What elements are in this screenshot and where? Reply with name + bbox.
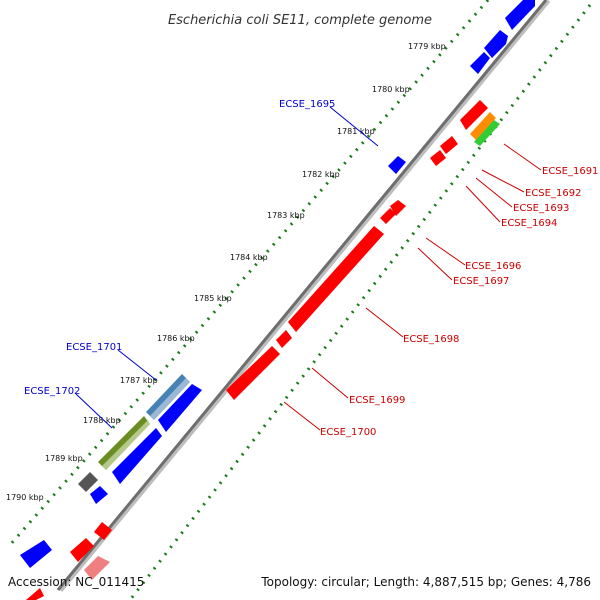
leader-line [465, 185, 501, 223]
tick-labels: 1779 kbp 1780 kbp 1781 kbp 1782 kbp 1783… [6, 42, 446, 502]
gene-arrow-reverse[interactable] [460, 100, 488, 130]
gene-arrow-forward[interactable] [90, 486, 108, 504]
gene-arrow-reverse[interactable] [440, 136, 458, 154]
gene-arrow-forward[interactable] [112, 428, 162, 484]
gene-arrow-reverse[interactable] [70, 538, 94, 562]
tick-label: 1781 kbp [337, 127, 375, 136]
leader-line [417, 247, 453, 281]
outer-tick-guide [8, 0, 490, 546]
leader-line [329, 106, 379, 147]
gene-label-reverse[interactable]: ECSE_1694 [501, 218, 557, 229]
gene-arrow-reverse[interactable] [26, 588, 44, 600]
leader-line [481, 169, 525, 193]
gene-arrow-forward[interactable] [484, 30, 508, 58]
gene-label-reverse[interactable]: ECSE_1697 [453, 276, 509, 287]
tick-label: 1786 kbp [157, 334, 195, 343]
feature-steelblue-highlight [150, 378, 190, 420]
gene-arrow-reverse[interactable] [380, 208, 396, 224]
gene-arrow-forward[interactable] [505, 0, 535, 30]
leader-line [283, 401, 321, 431]
reverse-label-leaders [283, 143, 542, 431]
tick-label: 1787 kbp [120, 376, 158, 385]
forward-strand-genes [20, 0, 535, 568]
feature-olive[interactable] [98, 416, 150, 470]
gene-label-reverse[interactable]: ECSE_1698 [403, 334, 459, 345]
forward-label-leaders [75, 106, 379, 429]
leader-line [311, 367, 349, 399]
tick-label: 1782 kbp [302, 170, 340, 179]
feature-blocks [78, 112, 500, 580]
gene-arrow-forward[interactable] [470, 52, 490, 74]
leader-line [503, 143, 542, 171]
gene-label-reverse[interactable]: ECSE_1692 [525, 188, 581, 199]
gene-arrow-forward[interactable] [388, 156, 406, 174]
gene-label-reverse[interactable]: ECSE_1696 [465, 261, 521, 272]
gene-label-forward[interactable]: ECSE_1701 [66, 342, 122, 353]
tick-label: 1780 kbp [372, 85, 410, 94]
feature-pink[interactable] [84, 556, 110, 580]
tick-label: 1789 kbp [45, 454, 83, 463]
backbone-shadow [57, 0, 551, 592]
leader-line [117, 349, 157, 381]
reverse-strand-genes [26, 100, 488, 600]
gene-arrow-reverse[interactable] [390, 200, 406, 216]
gene-label-reverse[interactable]: ECSE_1699 [349, 395, 405, 406]
tick-label: 1779 kbp [408, 42, 446, 51]
backbone-line [56, 0, 548, 591]
gene-arrow-forward[interactable] [158, 384, 202, 432]
gene-arrow-forward[interactable] [20, 540, 52, 568]
tick-label: 1784 kbp [230, 253, 268, 262]
gene-arrow-reverse[interactable] [276, 330, 292, 348]
gene-arrow-reverse[interactable] [226, 346, 280, 400]
leader-line [425, 237, 466, 266]
tick-label: 1790 kbp [6, 493, 44, 502]
gene-label-reverse[interactable]: ECSE_1691 [542, 166, 598, 177]
forward-gene-labels: ECSE_1695 ECSE_1701 ECSE_1702 [24, 99, 335, 397]
feature-olive-highlight [102, 420, 150, 470]
tick-label: 1785 kbp [194, 294, 232, 303]
accession-text: Accession: NC_011415 [8, 575, 144, 589]
map-title: Escherichia coli SE11, complete genome [168, 13, 432, 28]
gene-label-reverse[interactable]: ECSE_1700 [320, 427, 376, 438]
gene-label-reverse[interactable]: ECSE_1693 [513, 203, 569, 214]
genome-stats-text: Topology: circular; Length: 4,887,515 bp… [260, 575, 591, 589]
gene-arrow-reverse[interactable] [288, 226, 384, 332]
feature-green[interactable] [474, 120, 500, 146]
gene-label-forward[interactable]: ECSE_1702 [24, 386, 80, 397]
tick-label: 1788 kbp [83, 416, 121, 425]
gene-arrow-reverse[interactable] [94, 522, 112, 540]
reverse-gene-labels: ECSE_1691 ECSE_1692 ECSE_1693 ECSE_1694 … [320, 166, 598, 438]
leader-line [475, 177, 513, 208]
tick-label: 1783 kbp [267, 211, 305, 220]
leader-line [365, 307, 404, 338]
feature-gray[interactable] [78, 472, 98, 492]
gene-label-forward[interactable]: ECSE_1695 [279, 99, 335, 110]
gene-arrow-reverse[interactable] [430, 150, 446, 166]
leader-line [75, 393, 113, 429]
feature-orange[interactable] [470, 112, 496, 140]
